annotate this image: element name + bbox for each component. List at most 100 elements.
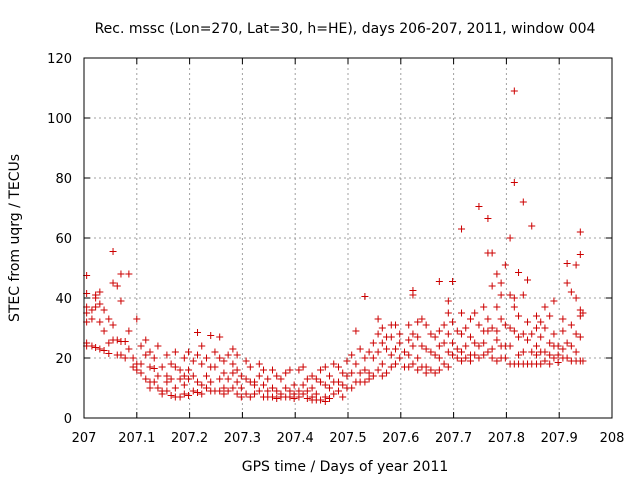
data-point (361, 293, 369, 300)
data-point (334, 387, 342, 395)
data-point (150, 365, 158, 372)
data-point (576, 228, 584, 236)
data-point (550, 330, 558, 338)
data-point (154, 342, 162, 350)
data-point (422, 363, 430, 371)
data-point (519, 348, 527, 356)
data-point (497, 291, 505, 299)
data-point (387, 351, 395, 359)
data-point (383, 369, 391, 377)
data-point (541, 348, 549, 356)
data-point (150, 378, 158, 386)
data-point (268, 393, 276, 401)
data-point (207, 378, 215, 386)
data-point (414, 318, 422, 326)
data-point (431, 369, 439, 377)
data-point (233, 378, 241, 386)
data-point (515, 351, 523, 359)
data-point (180, 390, 188, 398)
data-point (352, 327, 360, 335)
data-point (290, 395, 298, 402)
y-axis-label: STEC from uqrg / TECUs (7, 154, 23, 322)
data-point (405, 363, 413, 371)
data-point (211, 363, 219, 371)
data-point (233, 390, 241, 398)
data-point (431, 333, 439, 341)
data-point (506, 291, 514, 299)
data-point (312, 375, 320, 383)
data-point (330, 360, 338, 368)
data-point (510, 294, 518, 302)
data-point (369, 339, 377, 347)
data-point (268, 384, 276, 392)
y-tick-label: 20 (55, 352, 72, 367)
data-point (321, 381, 329, 389)
data-point (326, 372, 334, 380)
data-point (171, 384, 179, 392)
data-point (321, 398, 329, 405)
x-tick-label: 207.1 (118, 431, 155, 446)
data-point (532, 312, 540, 320)
data-point (158, 363, 166, 371)
data-point (510, 303, 518, 311)
data-point (466, 315, 474, 323)
data-point (506, 234, 514, 242)
data-point (506, 342, 514, 350)
data-point (537, 318, 545, 326)
data-point (475, 321, 483, 329)
data-point (260, 381, 268, 389)
data-point (220, 384, 228, 392)
data-point (198, 381, 206, 389)
data-point (541, 357, 549, 365)
data-point (207, 332, 215, 339)
data-point (515, 312, 523, 320)
data-point (295, 366, 303, 374)
data-point (546, 339, 554, 347)
y-tick-label: 60 (55, 232, 72, 247)
data-point (546, 312, 554, 320)
data-point (484, 215, 492, 222)
data-point (286, 387, 294, 395)
data-point (129, 354, 137, 362)
data-point (92, 303, 100, 311)
data-point (480, 339, 488, 347)
data-point (444, 348, 452, 356)
data-point (142, 375, 150, 383)
data-point (488, 282, 496, 290)
data-point (475, 203, 483, 210)
data-point (167, 360, 175, 368)
data-point (92, 294, 100, 302)
data-point (524, 276, 532, 284)
data-point (216, 354, 224, 362)
data-point (435, 327, 443, 335)
data-point (576, 333, 584, 341)
data-point (312, 390, 320, 398)
data-point (396, 330, 404, 338)
data-point (198, 342, 206, 350)
data-point (105, 350, 113, 357)
data-point (121, 354, 129, 362)
data-point (317, 378, 325, 386)
data-point (163, 351, 171, 359)
data-point (194, 329, 202, 336)
data-point (154, 372, 162, 380)
data-point (409, 291, 417, 299)
data-point (125, 327, 133, 335)
data-point (216, 387, 224, 395)
data-point (466, 333, 474, 341)
data-point (146, 363, 154, 371)
data-point (493, 270, 501, 278)
data-point (458, 225, 466, 233)
data-point (202, 384, 210, 392)
data-point (559, 315, 567, 323)
data-point (431, 351, 439, 359)
data-point (409, 330, 417, 338)
data-point (532, 351, 540, 359)
x-tick-label: 207.8 (488, 431, 525, 446)
data-point (185, 366, 193, 374)
data-point (396, 354, 404, 362)
data-point (462, 342, 470, 350)
data-point (211, 348, 219, 356)
data-point (374, 348, 382, 356)
